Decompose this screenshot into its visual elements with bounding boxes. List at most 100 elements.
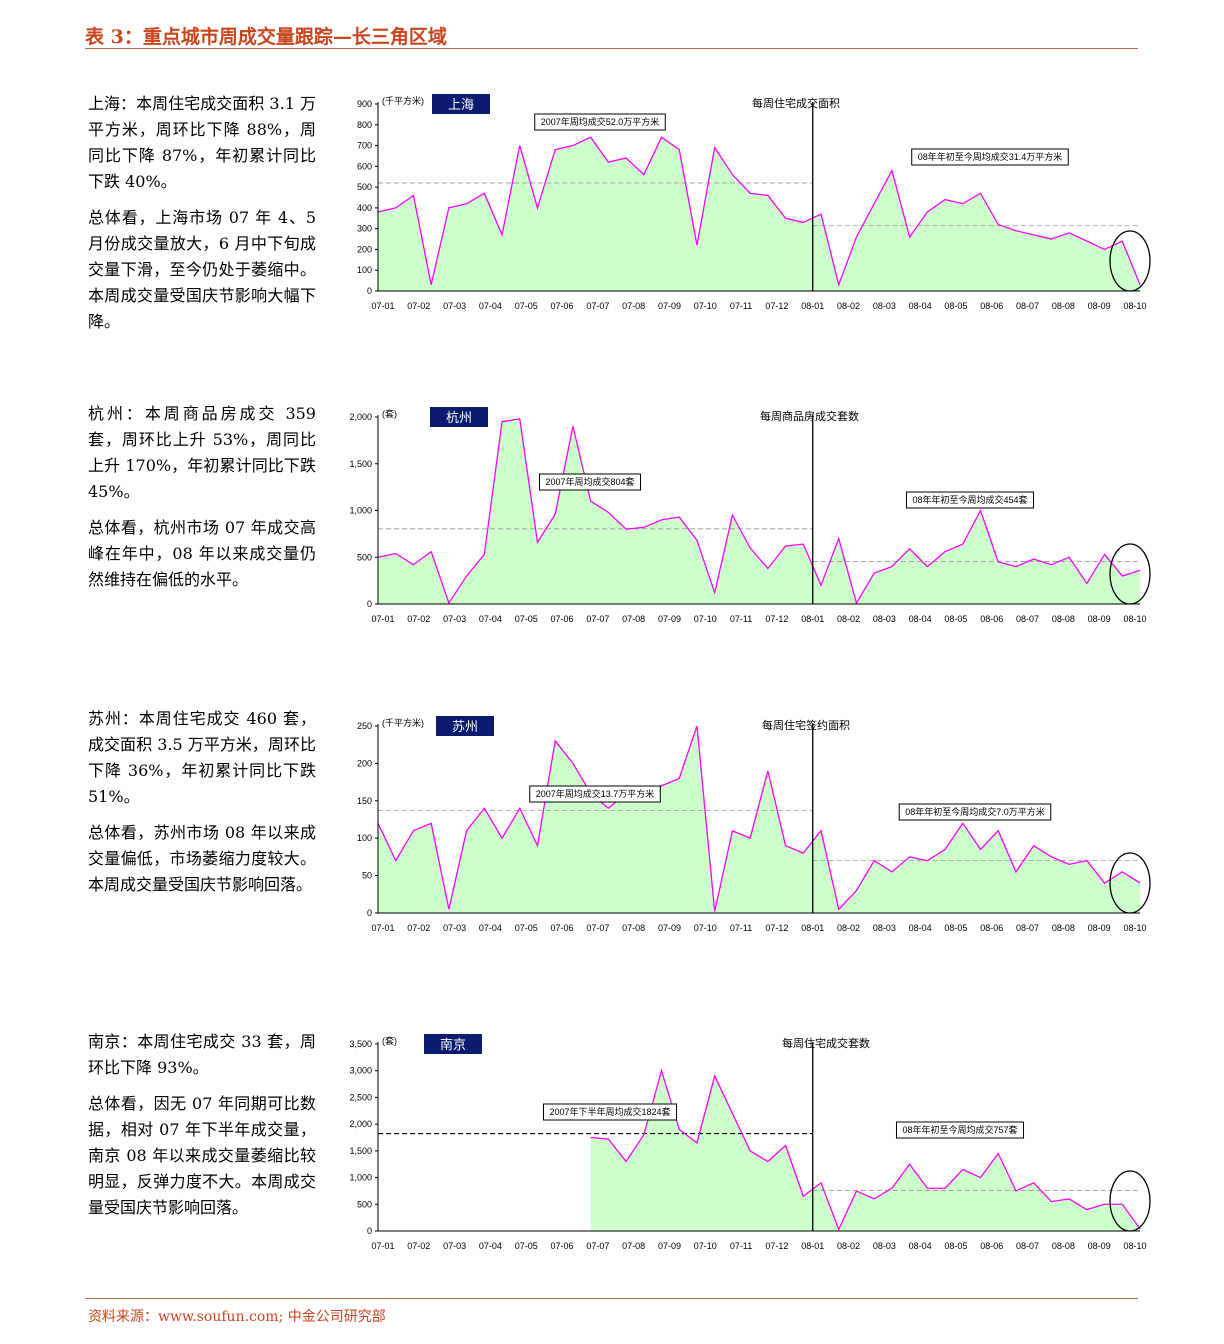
annotation: 08年年初至今周均成交454套 <box>905 491 1035 509</box>
x-tick-label: 08-08 <box>1052 614 1075 624</box>
x-tick-label: 08-06 <box>980 301 1003 311</box>
y-tick-label: 500 <box>357 1199 372 1209</box>
paragraph: 总体看，因无 07 年同期可比数据，相对 07 年下半年成交量，南京 08 年以… <box>88 1094 316 1217</box>
x-tick-label: 07-09 <box>658 614 681 624</box>
x-tick-label: 07-02 <box>407 1241 430 1251</box>
x-tick-label: 07-03 <box>443 923 466 933</box>
line <box>377 418 1141 605</box>
y-tick-label: 300 <box>357 224 372 234</box>
x-tick-label: 07-08 <box>622 301 645 311</box>
highlight-circle <box>1109 1170 1151 1232</box>
x-tick-label: 08-05 <box>944 923 967 933</box>
highlight-circle <box>1109 543 1151 605</box>
y-tick-label: 1,500 <box>349 1146 372 1156</box>
x-tick-label: 07-06 <box>551 301 574 311</box>
x-tick-label: 08-10 <box>1123 1241 1146 1251</box>
x-tick-label: 08-04 <box>909 614 932 624</box>
chart: 0 100 200 300 400 500 600 700 800 900 07-01 07-02 07… <box>357 94 1151 311</box>
x-tick-label: 07-06 <box>551 1241 574 1251</box>
city-badge <box>436 716 494 736</box>
x-tick-label: 08-01 <box>801 923 824 933</box>
x-tick-label: 07-04 <box>479 1241 502 1251</box>
unit-label: (千平方米) <box>382 95 424 106</box>
y-tick-label: 2,500 <box>349 1092 372 1102</box>
x-tick-label: 07-11 <box>730 301 752 311</box>
x-tick-label: 08-03 <box>873 301 896 311</box>
x-tick-label: 08-07 <box>1016 301 1039 311</box>
x-tick-label: 08-08 <box>1052 301 1075 311</box>
x-tick-label: 07-12 <box>765 301 788 311</box>
paragraph: 上海：本周住宅成交面积 3.1 万平方米，周环比下降 88%，周同比下降 87%… <box>88 94 316 191</box>
x-tick-label: 08-02 <box>837 923 860 933</box>
annotation-label: 2007年周均成交52.0万平方米 <box>541 116 660 127</box>
y-tick-label: 400 <box>357 203 372 213</box>
x-tick-label: 07-07 <box>586 923 609 933</box>
x-tick-label: 07-11 <box>730 1241 752 1251</box>
y-tick-label: 3,500 <box>349 1039 372 1049</box>
x-tick-label: 08-03 <box>873 614 896 624</box>
line <box>590 1068 1141 1232</box>
x-tick-label: 08-10 <box>1123 614 1146 624</box>
annotation-label: 08年年初至今周均成交7.0万平方米 <box>905 806 1045 817</box>
x-tick-label: 07-01 <box>371 614 394 624</box>
section-text: 上海：本周住宅成交面积 3.1 万平方米，周环比下降 88%，周同比下降 87%… <box>88 91 316 345</box>
y-tick-label: 0 <box>367 599 372 609</box>
annotation-label: 08年年初至今周均成交757套 <box>902 1124 1017 1135</box>
highlight-circle <box>1109 230 1151 292</box>
page-title: 表 3：重点城市周成交量跟踪—长三角区域 <box>85 26 447 48</box>
x-tick-label: 07-11 <box>730 614 752 624</box>
x-tick-label: 08-01 <box>801 1241 824 1251</box>
x-tick-label: 08-06 <box>980 1241 1003 1251</box>
x-tick-label: 07-10 <box>694 614 717 624</box>
annotation: 08年年初至今周均成交31.4万平方米 <box>911 148 1069 166</box>
annotation-box <box>529 785 661 803</box>
x-tick-label: 07-05 <box>515 1241 538 1251</box>
annotation-label: 08年年初至今周均成交31.4万平方米 <box>918 151 1063 162</box>
y-tick-label: 600 <box>357 161 372 171</box>
chart-title: 每周住宅签约面积 <box>762 718 850 732</box>
annotation-box <box>538 473 642 491</box>
x-tick-label: 07-01 <box>371 923 394 933</box>
x-tick-label: 08-01 <box>801 301 824 311</box>
unit-label: (千平方米) <box>382 717 424 728</box>
y-tick-label: 500 <box>357 552 372 562</box>
x-tick-label: 07-03 <box>443 301 466 311</box>
x-tick-label: 08-09 <box>1088 614 1111 624</box>
x-tick-label: 08-03 <box>873 923 896 933</box>
annotation: 08年年初至今周均成交7.0万平方米 <box>898 803 1052 821</box>
city-label: 南京 <box>440 1037 466 1052</box>
x-tick-label: 08-06 <box>980 614 1003 624</box>
y-tick-label: 250 <box>357 721 372 731</box>
y-tick-label: 50 <box>362 871 372 881</box>
section-text: 苏州：本周住宅成交 460 套，成交面积 3.5 万平方米，周环比下降 36%，… <box>88 706 316 908</box>
y-tick-label: 200 <box>357 244 372 254</box>
x-tick-label: 07-11 <box>730 923 752 933</box>
x-tick-label: 07-01 <box>371 1241 394 1251</box>
area <box>378 726 1140 913</box>
x-tick-label: 08-01 <box>801 614 824 624</box>
x-tick-label: 07-05 <box>515 923 538 933</box>
city-badge <box>430 407 488 427</box>
y-tick-label: 150 <box>357 796 372 806</box>
city-badge <box>424 1034 482 1054</box>
area <box>590 1070 1140 1231</box>
x-tick-label: 08-08 <box>1052 1241 1075 1251</box>
annotation: 08年年初至今周均成交757套 <box>895 1121 1025 1139</box>
footer-rule <box>85 1298 1138 1299</box>
y-tick-label: 2,000 <box>349 1119 372 1129</box>
x-tick-label: 07-08 <box>622 1241 645 1251</box>
x-tick-label: 08-03 <box>873 1241 896 1251</box>
x-tick-label: 07-08 <box>622 923 645 933</box>
x-tick-label: 08-07 <box>1016 1241 1039 1251</box>
y-tick-label: 1,000 <box>349 1173 372 1183</box>
line <box>377 136 1141 287</box>
x-tick-label: 07-09 <box>658 301 681 311</box>
line <box>377 725 1141 912</box>
x-tick-label: 07-03 <box>443 1241 466 1251</box>
annotation-label: 2007年周均成交13.7万平方米 <box>536 788 655 799</box>
annotation: 2007年下半年周均成交1824套 <box>542 1103 678 1121</box>
y-tick-label: 500 <box>357 182 372 192</box>
y-tick-label: 800 <box>357 120 372 130</box>
x-tick-label: 07-04 <box>479 301 502 311</box>
highlight-circle <box>1109 852 1151 914</box>
